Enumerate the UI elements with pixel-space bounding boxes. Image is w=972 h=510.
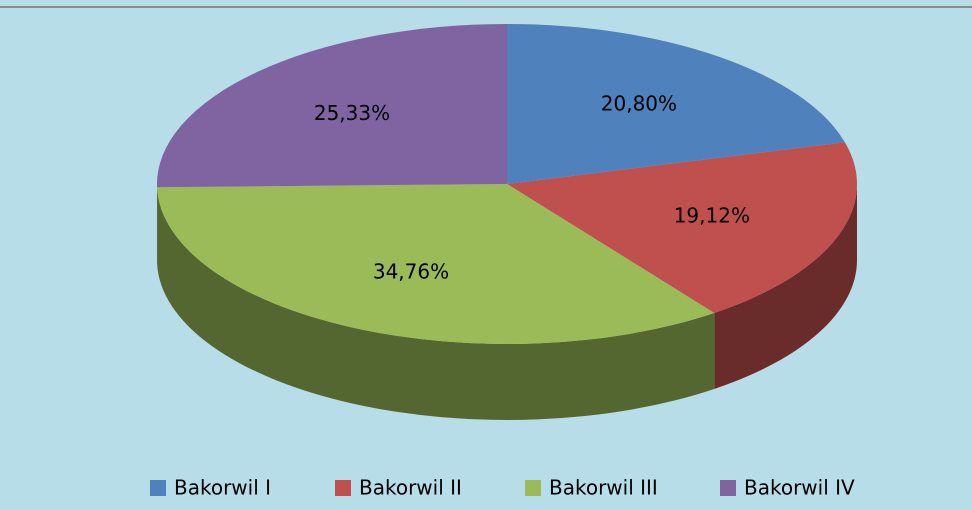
slice-side <box>157 187 715 421</box>
slice-side <box>714 184 857 389</box>
slice <box>157 24 507 188</box>
data-label: 25,33% <box>314 101 390 125</box>
data-label: 19,12% <box>674 203 750 227</box>
legend-swatch <box>525 480 541 496</box>
data-label: 34,76% <box>373 259 449 283</box>
legend-swatch <box>150 480 166 496</box>
slice <box>507 24 845 184</box>
legend-label: Bakorwil I <box>174 476 271 500</box>
data-label: 20,80% <box>601 92 677 116</box>
legend-label: Bakorwil III <box>549 476 658 500</box>
legend-label: Bakorwil II <box>359 476 462 500</box>
legend-swatch <box>335 480 351 496</box>
slice <box>507 142 857 313</box>
legend-swatch <box>720 480 736 496</box>
legend-label: Bakorwil IV <box>744 476 855 500</box>
slice <box>157 184 715 344</box>
